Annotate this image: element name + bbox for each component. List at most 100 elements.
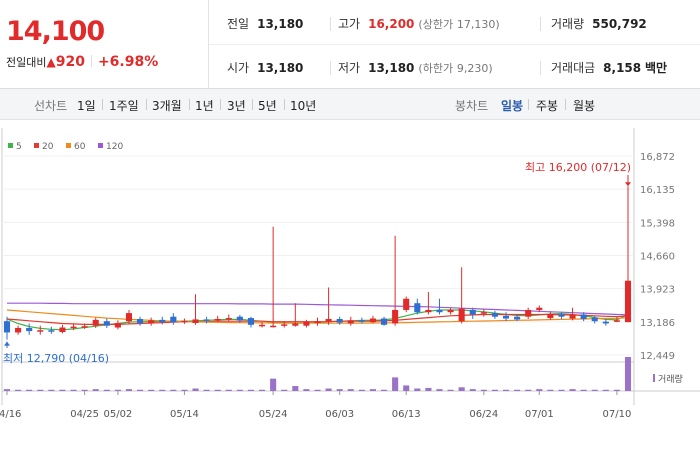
volume-bar (59, 389, 66, 391)
trade-amount: 거래대금 8,158 백만 (551, 59, 667, 76)
volume-bar (37, 389, 44, 391)
volume-bar (380, 389, 388, 391)
period-3y[interactable]: 3년 (227, 99, 246, 113)
candle-body (181, 320, 188, 323)
volume-bar (236, 389, 243, 391)
high-price: 고가 16,200 (상한가 17,130) (338, 15, 500, 32)
volume-bar (547, 389, 554, 391)
volume-bar (536, 389, 543, 391)
y-tick-label: 12,449 (640, 351, 675, 362)
period-5y[interactable]: 5년 (258, 99, 277, 113)
volume-bar (469, 389, 476, 391)
low-label: 저가 (338, 61, 361, 75)
volume-bar (181, 389, 188, 391)
candle-body (602, 321, 609, 324)
y-tick-label: 14,660 (640, 252, 675, 263)
candle-body (203, 319, 210, 321)
candle-body (37, 330, 44, 332)
x-tick-label: 06/03 (325, 409, 354, 420)
volume-bar (358, 389, 365, 391)
volume-bar (502, 389, 510, 391)
volume-bar (347, 389, 354, 391)
volume-bar (580, 389, 587, 391)
volume: 거래량 550,792 (551, 15, 647, 32)
volume-bar (270, 378, 277, 391)
candle-body (236, 316, 243, 321)
volume-bar (403, 385, 410, 391)
low-arrow-head (4, 341, 10, 346)
legend-swatch-20 (34, 143, 39, 148)
change-label: 전일대비 (6, 56, 47, 69)
candle-body (92, 319, 99, 326)
candle-body (569, 314, 576, 319)
volume-bar (591, 389, 598, 391)
x-tick-label: 04/16 (0, 409, 21, 420)
volume-bar (624, 357, 632, 391)
price-change: 전일대비▲920 +6.98% (6, 54, 158, 70)
candle-body (580, 314, 587, 319)
candle-body (303, 321, 310, 326)
volume-bar (114, 389, 121, 391)
candle-body (70, 326, 77, 329)
lower-limit-value: 9,230) (456, 62, 493, 75)
high-value: 16,200 (368, 17, 415, 31)
candle-body (247, 318, 255, 325)
change-value: 920 (55, 54, 85, 70)
period-3m[interactable]: 3개월 (152, 99, 182, 113)
candle-body (380, 318, 388, 325)
candle-body (525, 309, 532, 317)
period-1y[interactable]: 1년 (195, 99, 214, 113)
volume-bar (414, 388, 421, 391)
candle-body (436, 309, 443, 313)
volume-value: 550,792 (592, 17, 647, 31)
divider (189, 99, 190, 110)
x-tick-label: 07/01 (525, 409, 554, 420)
candle-body (613, 320, 620, 322)
volume-bar (148, 389, 155, 391)
prev-close: 전일 13,180 (227, 15, 303, 32)
candle-weekly[interactable]: 주봉 (536, 99, 559, 113)
candlesticks (3, 186, 632, 340)
high-label: 고가 (338, 17, 361, 31)
candle-body (3, 321, 11, 333)
candle-daily[interactable]: 일봉 (501, 99, 524, 113)
divider (209, 44, 700, 45)
legend-label-20: 20 (42, 142, 54, 152)
volume-bar (558, 389, 565, 391)
period-1w[interactable]: 1주일 (109, 99, 139, 113)
volume-bar (336, 389, 343, 391)
candle-body (192, 319, 199, 324)
amount-label: 거래대금 (551, 61, 596, 75)
stock-chart[interactable]: 5 20 60 120 16,87216,13515,39814,66013,9231… (0, 120, 700, 450)
candle-body (547, 314, 554, 319)
volume-bar (137, 389, 144, 391)
candle-body (392, 309, 399, 324)
candle-chart-label: 봉차트 (455, 99, 489, 113)
candle-body (81, 326, 88, 328)
candle-monthly[interactable]: 월봉 (573, 99, 596, 113)
candle-body (270, 325, 277, 328)
candle-body (281, 324, 288, 326)
change-percent: +6.98% (97, 54, 159, 70)
volume-bar (259, 389, 266, 391)
candle-body (403, 298, 410, 310)
volume-legend-swatch (653, 374, 655, 382)
volume-bar (602, 389, 609, 391)
volume-bar (81, 389, 88, 391)
candle-body (358, 320, 365, 322)
open-label: 시가 (227, 61, 250, 75)
volume-bar (125, 389, 133, 391)
period-1d[interactable]: 1일 (77, 99, 96, 113)
chart-legend: 5 20 60 120 (8, 142, 123, 152)
y-tick-label: 13,923 (640, 285, 675, 296)
y-tick-label: 15,398 (640, 218, 675, 229)
candle-body (425, 309, 432, 313)
volume-bar (314, 389, 321, 391)
legend-swatch-60 (66, 143, 71, 148)
prev-close-label: 전일 (227, 17, 250, 31)
volume-bar (103, 389, 110, 391)
candle-body (103, 321, 110, 326)
period-10y[interactable]: 10년 (290, 99, 317, 113)
open-price: 시가 13,180 (227, 59, 303, 76)
volume-bar (292, 386, 299, 391)
